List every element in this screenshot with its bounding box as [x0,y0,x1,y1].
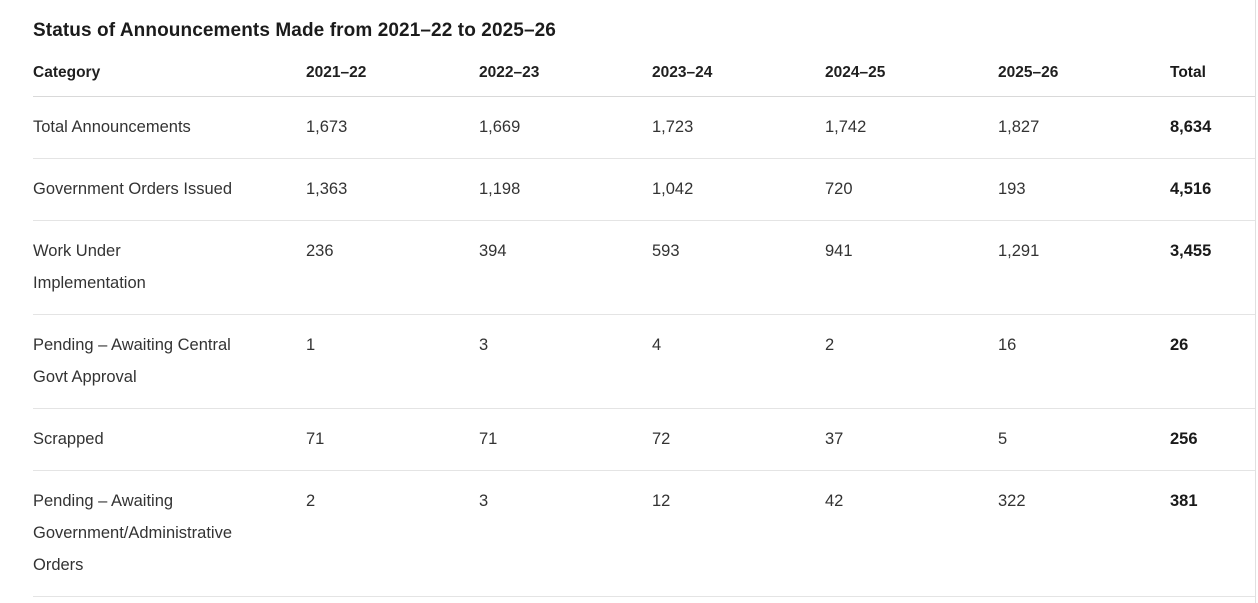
cell-value: 322 [998,470,1170,597]
cell-value: 42 [825,470,998,597]
cell-value: 16 [998,314,1170,409]
cell-value: 1,827 [998,96,1170,159]
column-header-2021-22: 2021–22 [306,59,479,97]
cell-value: 1,742 [825,96,998,159]
cell-value: 1,723 [652,96,825,159]
column-header-2022-23: 2022–23 [479,59,652,97]
table-header-row: Category 2021–22 2022–23 2023–24 2024–25… [33,59,1255,97]
cell-value: 1 [306,314,479,409]
table-row-pending-central-govt-approval: Pending – Awaiting Central Govt Approval… [33,314,1255,409]
page-title: Status of Announcements Made from 2021–2… [33,20,556,41]
cell-value: 12 [652,470,825,597]
table-row-work-under-implementation: Work Under Implementation 236 394 593 94… [33,220,1255,315]
row-label: Government Orders Issued [33,158,306,221]
cell-value: 71 [479,408,652,471]
table-right-border [1255,0,1256,603]
cell-value: 1,673 [306,96,479,159]
cell-value: 2 [306,470,479,597]
column-header-2024-25: 2024–25 [825,59,998,97]
cell-value: 1,198 [479,158,652,221]
cell-value: 593 [652,220,825,315]
column-header-2025-26: 2025–26 [998,59,1170,97]
cell-total: 381 [1170,470,1255,597]
cell-value: 5 [998,408,1170,471]
row-label: Pending – Awaiting Government/Administra… [33,470,306,597]
table-row-total-announcements: Total Announcements 1,673 1,669 1,723 1,… [33,96,1255,159]
table-row-scrapped: Scrapped 71 71 72 37 5 256 [33,408,1255,471]
cell-value: 1,291 [998,220,1170,315]
row-label: Scrapped [33,408,306,471]
cell-value: 72 [652,408,825,471]
table-row-pending-government-administrative-orders: Pending – Awaiting Government/Administra… [33,470,1255,597]
cell-value: 2 [825,314,998,409]
cell-value: 1,363 [306,158,479,221]
cell-total: 26 [1170,314,1255,409]
column-header-2023-24: 2023–24 [652,59,825,97]
cell-value: 394 [479,220,652,315]
cell-value: 4 [652,314,825,409]
cell-total: 8,634 [1170,96,1255,159]
cell-value: 236 [306,220,479,315]
cell-value: 3 [479,470,652,597]
announcements-status-table: Category 2021–22 2022–23 2023–24 2024–25… [33,59,1255,597]
column-header-category: Category [33,59,306,97]
cell-value: 37 [825,408,998,471]
cell-total: 4,516 [1170,158,1255,221]
column-header-total: Total [1170,59,1255,97]
cell-total: 256 [1170,408,1255,471]
table-row-government-orders-issued: Government Orders Issued 1,363 1,198 1,0… [33,158,1255,221]
cell-total: 3,455 [1170,220,1255,315]
cell-value: 941 [825,220,998,315]
cell-value: 1,669 [479,96,652,159]
row-label: Pending – Awaiting Central Govt Approval [33,314,306,409]
cell-value: 1,042 [652,158,825,221]
cell-value: 71 [306,408,479,471]
row-label: Total Announcements [33,96,306,159]
row-label: Work Under Implementation [33,220,306,315]
cell-value: 3 [479,314,652,409]
cell-value: 720 [825,158,998,221]
cell-value: 193 [998,158,1170,221]
